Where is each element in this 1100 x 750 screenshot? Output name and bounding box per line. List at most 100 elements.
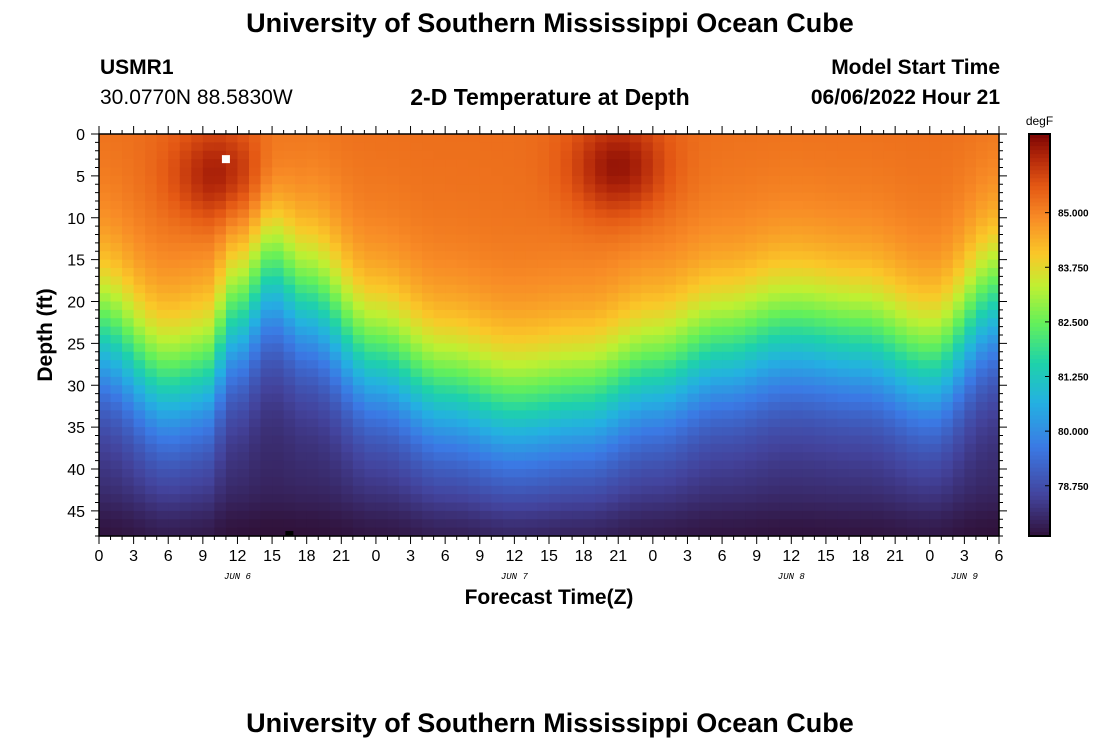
heatmap-cell xyxy=(179,192,192,202)
heatmap-cell xyxy=(468,301,481,311)
heatmap-cell xyxy=(849,234,862,244)
heatmap-cell xyxy=(606,142,619,152)
heatmap-cell xyxy=(387,259,400,269)
heatmap-cell xyxy=(491,510,504,520)
heatmap-cell xyxy=(825,251,839,261)
heatmap-cell xyxy=(975,527,989,537)
heatmap-cell xyxy=(629,326,642,336)
heatmap-cell xyxy=(791,460,804,470)
heatmap-cell xyxy=(445,393,458,403)
heatmap-cell xyxy=(375,326,389,336)
heatmap-cell xyxy=(964,150,977,160)
heatmap-cell xyxy=(675,150,689,160)
heatmap-cell xyxy=(364,201,377,210)
heatmap-cell xyxy=(756,209,769,219)
heatmap-cell xyxy=(975,452,989,462)
heatmap-cell xyxy=(306,234,319,244)
heatmap-cell xyxy=(837,217,850,227)
heatmap-cell xyxy=(249,234,262,244)
heatmap-cell xyxy=(964,477,977,487)
heatmap-cell xyxy=(745,469,758,478)
heatmap-cell xyxy=(710,343,723,353)
heatmap-cell xyxy=(514,159,527,169)
heatmap-cell xyxy=(341,402,354,411)
colorbar-swatch xyxy=(1029,347,1050,352)
heatmap-cell xyxy=(502,309,515,319)
heatmap-cell xyxy=(145,393,158,403)
heatmap-cell xyxy=(849,309,862,319)
heatmap-cell xyxy=(422,209,435,219)
heatmap-cell xyxy=(791,410,804,420)
heatmap-cell xyxy=(375,184,389,194)
heatmap-cell xyxy=(110,410,123,420)
heatmap-cell xyxy=(675,209,689,219)
heatmap-cell xyxy=(433,527,446,537)
heatmap-cell xyxy=(802,343,815,353)
heatmap-cell xyxy=(202,510,215,520)
heatmap-cell xyxy=(422,527,435,537)
x-tick-label: 3 xyxy=(406,548,415,565)
heatmap-cell xyxy=(883,167,896,177)
heatmap-cell xyxy=(145,326,158,336)
heatmap-cell xyxy=(791,494,804,504)
heatmap-cell xyxy=(375,226,389,236)
heatmap-cell xyxy=(549,402,562,411)
colorbar-swatch xyxy=(1029,166,1050,171)
heatmap-cell xyxy=(364,519,377,529)
heatmap-cell xyxy=(410,360,423,370)
heatmap-cell xyxy=(110,360,123,370)
heatmap-cell xyxy=(664,427,677,437)
heatmap-cell xyxy=(283,309,296,319)
heatmap-cell xyxy=(272,452,285,462)
heatmap-cell xyxy=(825,209,839,219)
heatmap-cell xyxy=(652,460,665,470)
heatmap-cell xyxy=(133,469,146,478)
heatmap-cell xyxy=(479,435,492,445)
heatmap-cell xyxy=(791,217,804,227)
heatmap-cell xyxy=(445,142,458,152)
heatmap-cell xyxy=(987,201,1000,210)
heatmap-cell xyxy=(941,385,954,395)
heatmap-cell xyxy=(341,502,354,512)
heatmap-cell xyxy=(422,159,435,169)
heatmap-cell xyxy=(733,351,746,361)
heatmap-cell xyxy=(468,360,481,370)
heatmap-cell xyxy=(629,309,642,319)
heatmap-cell xyxy=(214,268,227,277)
heatmap-cell xyxy=(133,201,146,210)
heatmap-cell xyxy=(802,284,815,294)
heatmap-cell xyxy=(341,351,354,361)
heatmap-cell xyxy=(779,485,792,495)
heatmap-cell xyxy=(225,184,239,194)
heatmap-cell xyxy=(445,519,458,529)
heatmap-cell xyxy=(145,343,158,353)
heatmap-cell xyxy=(456,393,469,403)
heatmap-cell xyxy=(664,209,677,219)
heatmap-cell xyxy=(537,159,550,169)
heatmap-cell xyxy=(456,502,469,512)
heatmap-cell xyxy=(191,201,204,210)
heatmap-cell xyxy=(825,410,839,420)
heatmap-cell xyxy=(883,418,896,428)
heatmap-cell xyxy=(272,192,285,202)
heatmap-cell xyxy=(952,192,965,202)
heatmap-cell xyxy=(572,427,585,437)
heatmap-cell xyxy=(249,460,262,470)
heatmap-cell xyxy=(768,343,781,353)
heatmap-cell xyxy=(283,385,296,395)
heatmap-cell xyxy=(110,351,123,361)
heatmap-cell xyxy=(537,209,550,219)
heatmap-cell xyxy=(710,259,723,269)
heatmap-cell xyxy=(249,167,262,177)
heatmap-cell xyxy=(883,343,896,353)
heatmap-cell xyxy=(895,494,908,504)
heatmap-cell xyxy=(710,443,723,453)
heatmap-cell xyxy=(779,150,792,160)
heatmap-cell xyxy=(456,226,469,236)
colorbar-swatch xyxy=(1029,162,1050,167)
heatmap-cell xyxy=(652,276,665,286)
heatmap-cell xyxy=(479,477,492,487)
heatmap-cell xyxy=(387,134,400,143)
heatmap-cell xyxy=(906,226,919,236)
colorbar-swatch xyxy=(1029,339,1050,344)
